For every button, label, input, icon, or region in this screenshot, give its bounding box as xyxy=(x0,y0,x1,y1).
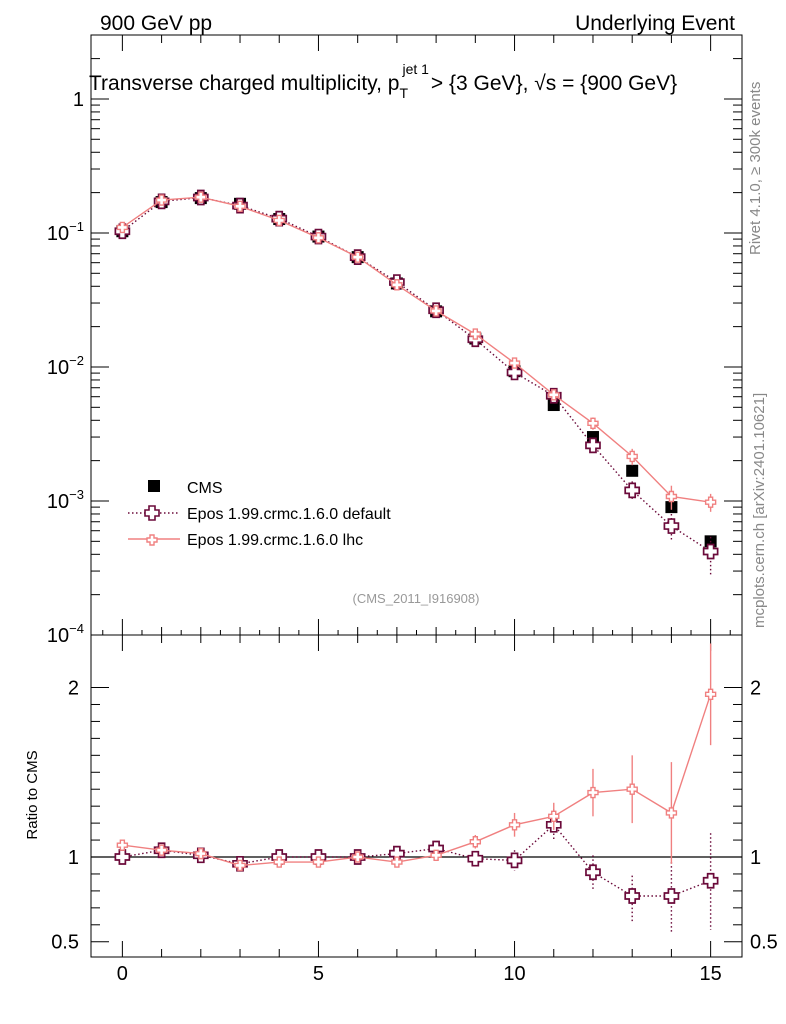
ratio-epos-default-point xyxy=(585,864,601,881)
ratio-epos-lhc-point xyxy=(234,859,246,872)
ratio-epos-default xyxy=(114,809,719,934)
ratio-xtick-label: 15 xyxy=(700,963,722,985)
ratio-ytick-label-right: 0.5 xyxy=(750,932,778,954)
ratio-epos-lhc-point xyxy=(312,856,325,868)
side-label-mcplots: mcplots.cern.ch [arXiv:2401.10621] xyxy=(751,393,768,628)
ratio-epos-default-point xyxy=(467,850,484,867)
series-epos-lhc-point xyxy=(155,194,168,206)
legend-label-lhc: Epos 1.99.crmc.1.6.0 lhc xyxy=(187,532,363,549)
series-epos-lhc-point xyxy=(665,490,678,503)
header-right: Underlying Event xyxy=(575,12,735,35)
series-epos-lhc-point xyxy=(351,251,364,263)
series-epos-default-point xyxy=(585,437,601,454)
ratio-epos-lhc-point xyxy=(469,836,482,848)
main-ytick-label: 10−4 xyxy=(47,621,84,647)
series-epos-lhc-point xyxy=(587,417,599,429)
series-epos-lhc-line xyxy=(121,196,711,503)
ratio-epos-default-point xyxy=(663,888,680,904)
series-epos-lhc-point xyxy=(626,450,638,463)
chart-title: Transverse charged multiplicity, p jet 1… xyxy=(89,61,677,101)
series-epos-lhc-point xyxy=(273,214,285,227)
ratio-axes: 0.5 0.5 1 1 2 2 0 5 10 15 xyxy=(51,635,778,985)
ratio-ytick-label: 0.5 xyxy=(51,932,79,954)
title-subscript: T xyxy=(399,85,408,101)
ratio-epos-lhc-point xyxy=(351,851,364,863)
title-rest: > {3 GeV}, √s = {900 GeV} xyxy=(431,72,677,95)
main-ytick-label: 10−2 xyxy=(47,353,84,379)
ratio-epos-default-point xyxy=(702,872,719,889)
ratio-epos-lhc-point xyxy=(665,807,678,819)
main-ytick-label: 10−3 xyxy=(47,487,84,513)
ratio-epos-lhc-point xyxy=(587,786,599,799)
series-epos-lhc xyxy=(116,191,717,512)
ratio-epos-lhc-point xyxy=(155,844,168,856)
ratio-epos-default-line xyxy=(122,823,711,897)
ratio-epos-lhc-point xyxy=(391,856,403,868)
header-left: 900 GeV pp xyxy=(100,12,212,35)
series-epos-default-line xyxy=(121,196,711,553)
ratio-epos-lhc xyxy=(116,643,717,872)
ratio-plot-frame xyxy=(90,634,743,958)
series-epos-lhc-point xyxy=(508,357,521,369)
series-epos-lhc-point xyxy=(116,221,129,234)
main-ytick-label: 10−1 xyxy=(47,219,84,245)
ratio-epos-lhc-point xyxy=(548,810,560,823)
ratio-ytick-label-right: 2 xyxy=(750,678,761,700)
main-axes: 1 10−1 10−2 10−3 10−4 xyxy=(47,34,742,647)
legend-label-cms: CMS xyxy=(187,480,223,497)
ratio-ytick-label: 1 xyxy=(68,847,79,869)
series-epos-lhc-point xyxy=(391,279,403,291)
series-epos-lhc-point xyxy=(195,191,207,203)
title-superscript: jet 1 xyxy=(401,61,429,77)
ratio-epos-lhc-point xyxy=(430,849,442,862)
ratio-ytick-label: 2 xyxy=(68,678,79,700)
analysis-id: (CMS_2011_I916908) xyxy=(353,591,480,606)
cms-point xyxy=(626,464,639,477)
series-epos-default-point xyxy=(624,482,641,499)
ratio-epos-default-point xyxy=(114,849,131,865)
ratio-ytick-label-right: 1 xyxy=(750,847,761,869)
ratio-data xyxy=(114,643,719,934)
ratio-ylabel: Ratio to CMS xyxy=(24,750,41,839)
ratio-epos-default-point xyxy=(506,852,523,869)
series-epos-lhc-point xyxy=(430,305,442,317)
series-epos-lhc-point xyxy=(704,496,717,508)
title-main: Transverse charged multiplicity, p xyxy=(89,72,399,95)
series-epos-lhc-point xyxy=(469,328,482,340)
ratio-epos-lhc-point xyxy=(626,783,638,795)
series-epos-lhc-point xyxy=(234,200,246,213)
ratio-epos-lhc-line xyxy=(122,694,712,867)
ratio-epos-default-point xyxy=(624,888,641,904)
ratio-epos-lhc-point xyxy=(116,839,129,851)
side-label-rivet: Rivet 4.1.0, ≥ 300k events xyxy=(747,82,764,255)
ratio-epos-lhc-point xyxy=(508,819,521,831)
ratio-xtick-label: 10 xyxy=(503,963,525,985)
series-epos-default-point xyxy=(663,518,680,534)
series-epos-default-point xyxy=(702,543,719,560)
series-epos-lhc-point xyxy=(312,232,325,244)
series-epos-lhc-point xyxy=(548,389,560,401)
ratio-epos-lhc-point xyxy=(704,688,717,701)
main-ytick-label: 1 xyxy=(73,89,84,111)
legend-marker-cms xyxy=(148,480,160,492)
legend-label-default: Epos 1.99.crmc.1.6.0 default xyxy=(187,506,391,523)
legend-marker-lhc xyxy=(146,534,158,546)
main-data xyxy=(114,189,719,576)
ratio-epos-lhc-point xyxy=(273,856,285,868)
legend: CMS Epos 1.99.crmc.1.6.0 default Epos 1.… xyxy=(128,480,391,549)
ratio-xtick-label: 0 xyxy=(117,963,128,985)
ratio-epos-lhc-point xyxy=(195,847,207,860)
ratio-xtick-label: 5 xyxy=(313,963,324,985)
legend-marker-default xyxy=(144,505,160,521)
series-epos-default-point xyxy=(506,364,523,381)
